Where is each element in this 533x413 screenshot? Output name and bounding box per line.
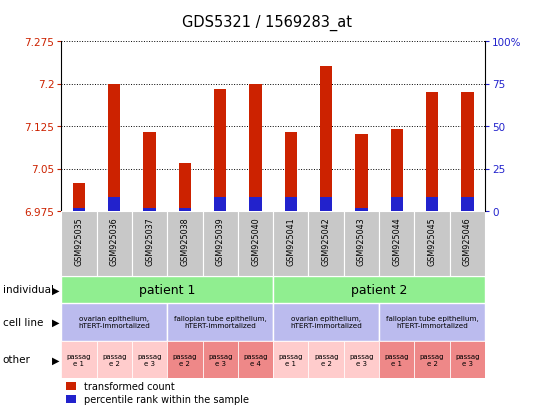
Text: passag
e 4: passag e 4 [243,353,268,366]
Text: passag
e 3: passag e 3 [208,353,232,366]
Bar [415,341,450,378]
Bar [249,198,262,211]
Bar [426,198,438,211]
Bar [203,341,238,378]
Bar [238,211,273,276]
Text: fallopian tube epithelium,
hTERT-immortalized: fallopian tube epithelium, hTERT-immorta… [174,316,266,329]
Bar [273,341,309,378]
Text: passag
e 3: passag e 3 [138,353,162,366]
Bar [108,198,120,211]
Bar [273,276,485,303]
Text: fallopian tube epithelium,
hTERT-immortalized: fallopian tube epithelium, hTERT-immorta… [386,316,479,329]
Bar [214,90,227,211]
Text: other: other [3,355,30,365]
Text: ▶: ▶ [52,317,60,327]
Text: individual: individual [3,285,54,295]
Bar [132,341,167,378]
Text: ▶: ▶ [52,355,60,365]
Bar [203,211,238,276]
Bar [309,341,344,378]
Bar [426,93,438,211]
Bar [167,341,203,378]
Bar [450,211,485,276]
Text: GSM925046: GSM925046 [463,217,472,265]
Bar [179,208,191,211]
Bar [285,132,297,211]
Bar [344,341,379,378]
Bar [179,164,191,211]
Bar [61,341,96,378]
Text: GSM925038: GSM925038 [180,217,189,265]
Text: GDS5321 / 1569283_at: GDS5321 / 1569283_at [182,15,351,31]
Bar [450,341,485,378]
Text: ovarian epithelium,
hTERT-immortalized: ovarian epithelium, hTERT-immortalized [78,316,150,329]
Bar [73,208,85,211]
Bar [309,211,344,276]
Bar [73,183,85,211]
Bar [273,303,379,341]
Text: GSM925037: GSM925037 [145,217,154,265]
Bar [61,276,273,303]
Bar [96,211,132,276]
Text: passag
e 2: passag e 2 [173,353,197,366]
Bar [379,341,415,378]
Text: cell line: cell line [3,317,43,327]
Text: passag
e 3: passag e 3 [349,353,374,366]
Bar [320,198,332,211]
Legend: transformed count, percentile rank within the sample: transformed count, percentile rank withi… [66,382,249,404]
Bar [356,135,368,211]
Bar [379,211,415,276]
Text: GSM925035: GSM925035 [75,217,84,265]
Text: GSM925045: GSM925045 [427,217,437,265]
Bar [214,198,227,211]
Text: passag
e 2: passag e 2 [420,353,445,366]
Bar [132,211,167,276]
Bar [285,198,297,211]
Bar [167,211,203,276]
Text: GSM925043: GSM925043 [357,217,366,265]
Bar [391,198,403,211]
Bar [344,211,379,276]
Bar [108,84,120,211]
Text: GSM925042: GSM925042 [321,217,330,265]
Bar [356,208,368,211]
Bar [461,93,473,211]
Text: patient 1: patient 1 [139,283,196,296]
Text: patient 2: patient 2 [351,283,407,296]
Text: GSM925039: GSM925039 [216,217,225,265]
Text: passag
e 1: passag e 1 [384,353,409,366]
Text: GSM925044: GSM925044 [392,217,401,265]
Bar [143,132,156,211]
Bar [461,198,473,211]
Bar [143,208,156,211]
Text: passag
e 3: passag e 3 [455,353,480,366]
Bar [167,303,273,341]
Bar [61,211,96,276]
Bar [238,341,273,378]
Text: GSM925040: GSM925040 [251,217,260,265]
Bar [320,67,332,211]
Bar [249,84,262,211]
Bar [391,130,403,211]
Bar [96,341,132,378]
Text: passag
e 2: passag e 2 [102,353,126,366]
Text: GSM925041: GSM925041 [286,217,295,265]
Text: passag
e 2: passag e 2 [314,353,338,366]
Bar [273,211,309,276]
Text: passag
e 1: passag e 1 [279,353,303,366]
Bar [379,303,485,341]
Text: passag
e 1: passag e 1 [67,353,91,366]
Text: ovarian epithelium,
hTERT-immortalized: ovarian epithelium, hTERT-immortalized [290,316,362,329]
Bar [415,211,450,276]
Text: ▶: ▶ [52,285,60,295]
Bar [61,303,167,341]
Text: GSM925036: GSM925036 [110,217,119,265]
